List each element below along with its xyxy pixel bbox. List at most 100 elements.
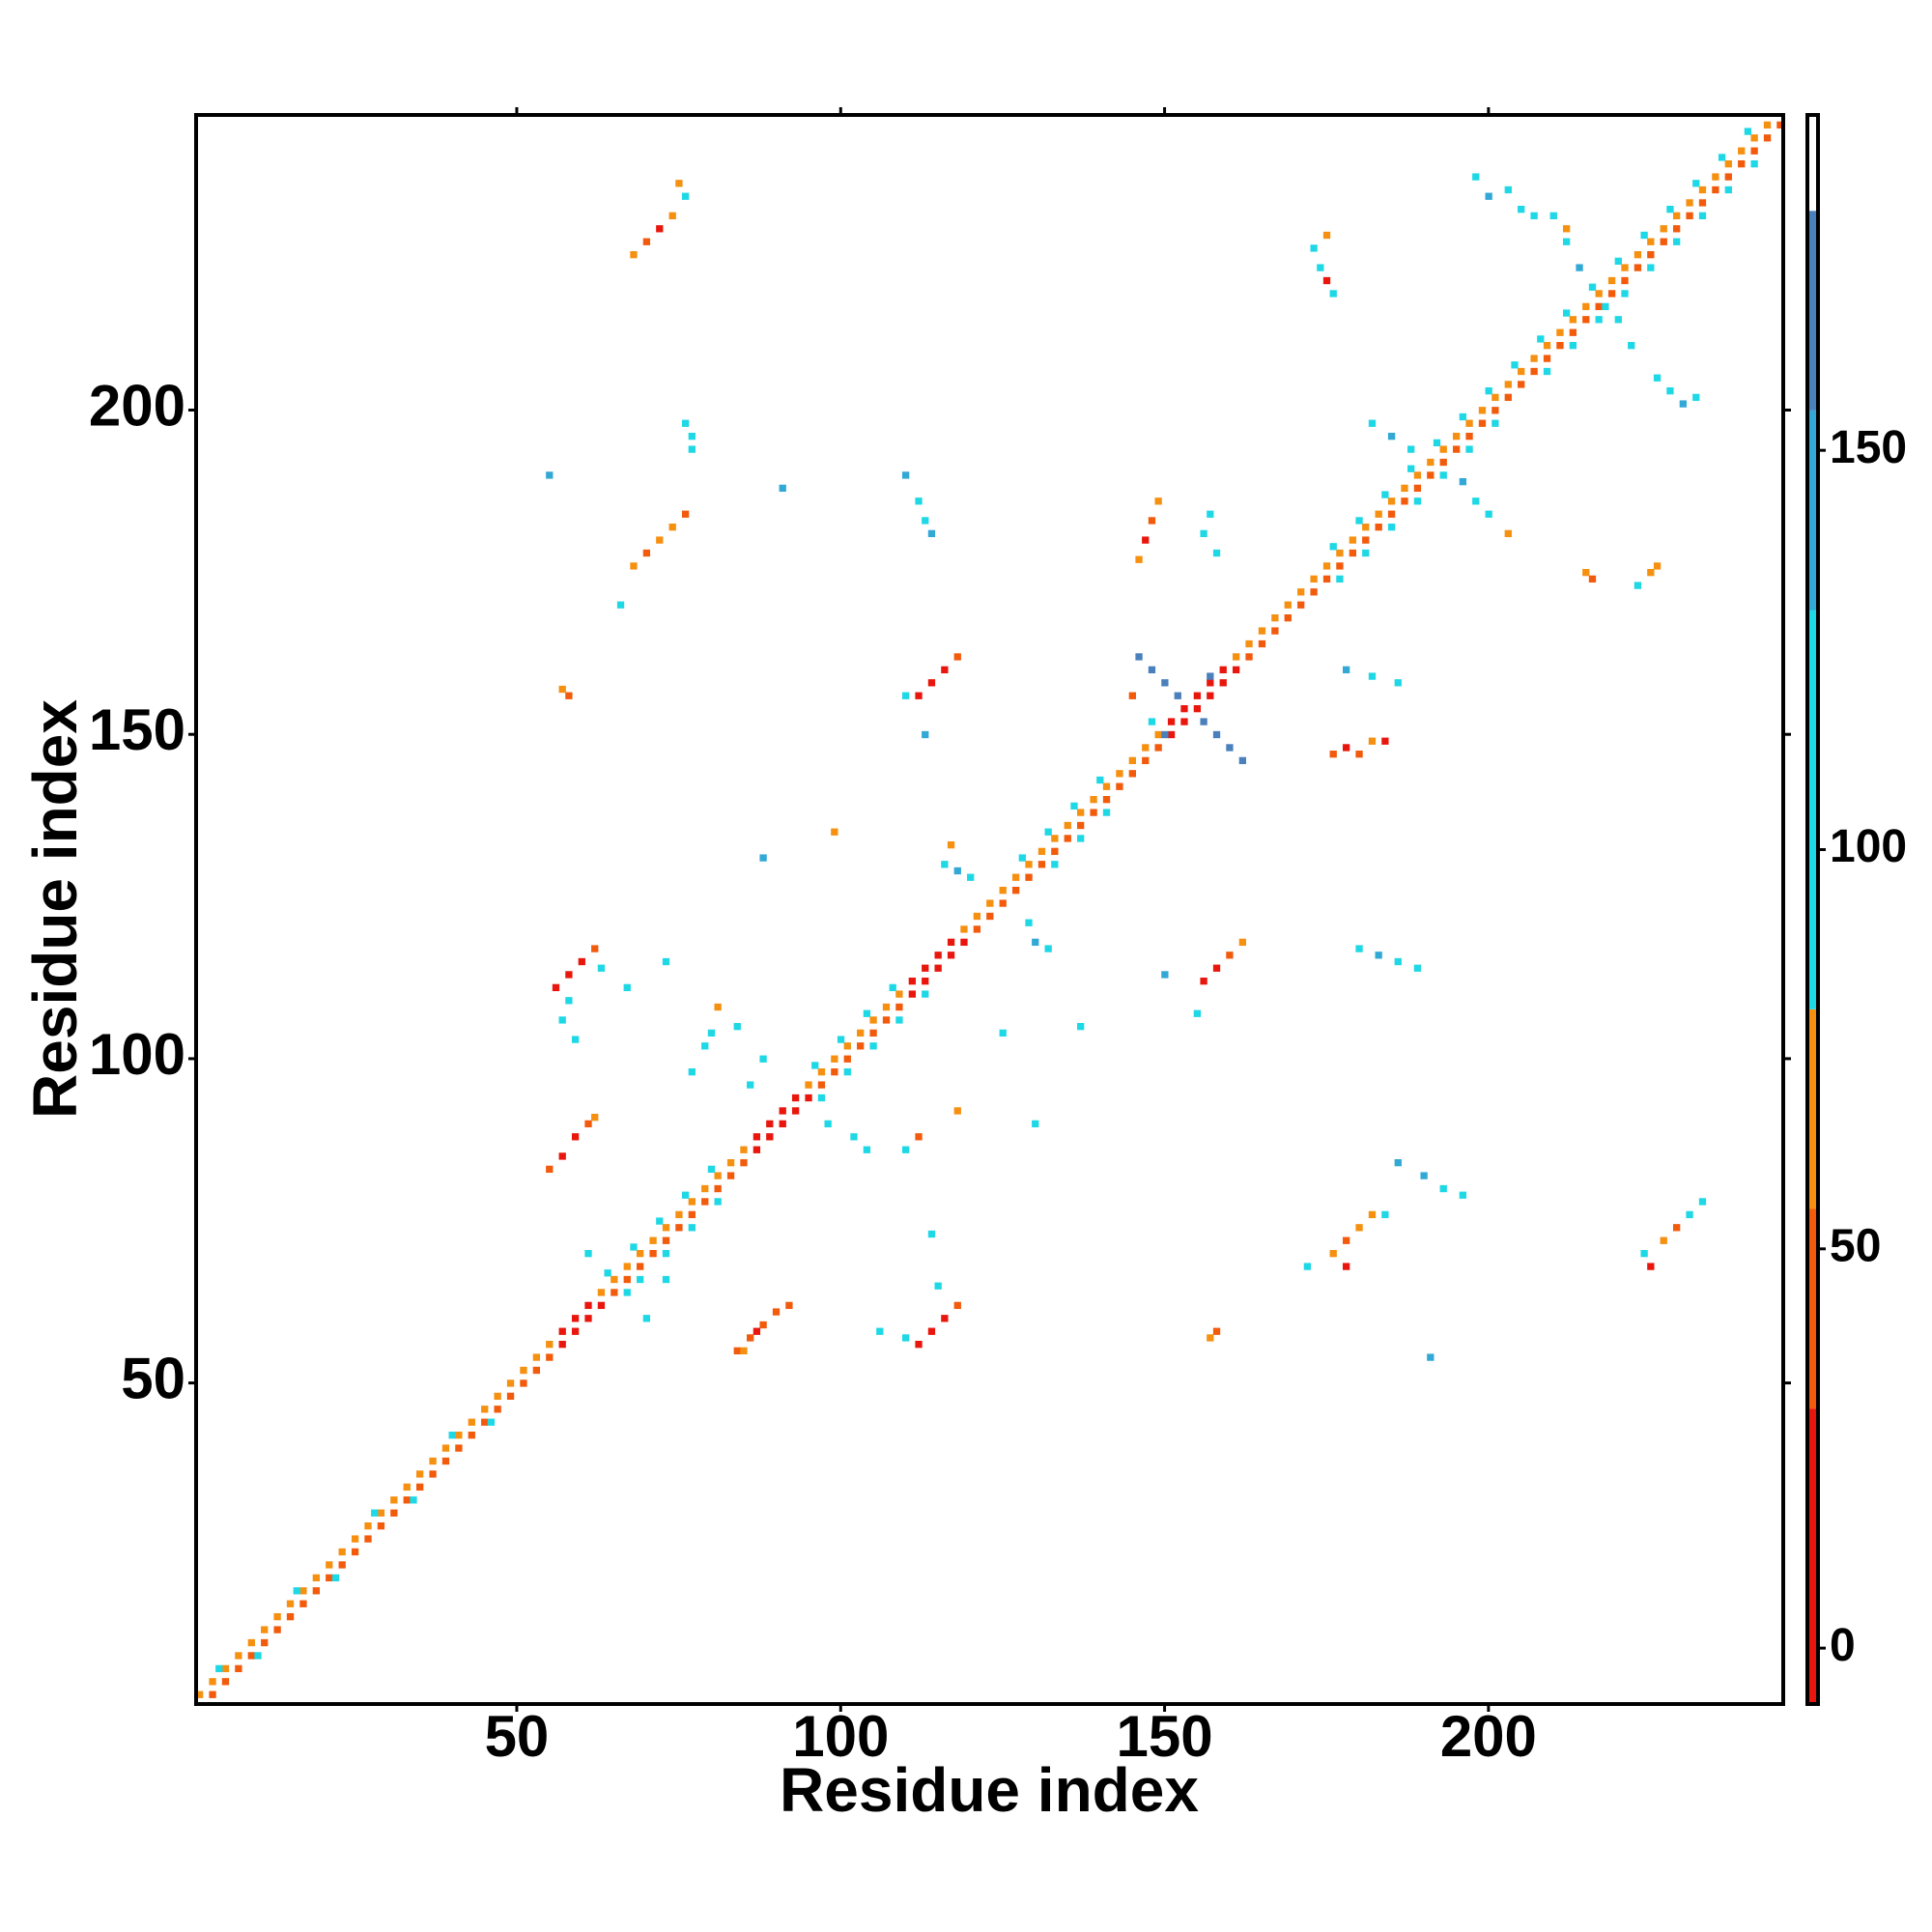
cell (1647, 1263, 1655, 1270)
cell (1142, 536, 1150, 544)
cell (1161, 730, 1169, 739)
cell (675, 1224, 683, 1232)
cell (1258, 639, 1266, 648)
cell (1518, 381, 1525, 388)
cell (1219, 679, 1227, 687)
cell (1452, 445, 1461, 453)
cell (901, 692, 910, 699)
cell (843, 1042, 851, 1050)
cell (1492, 393, 1499, 402)
cell (578, 957, 585, 966)
cell (558, 1327, 566, 1335)
cell (1032, 938, 1039, 947)
cell (1744, 128, 1752, 135)
cell (1044, 828, 1052, 836)
cell (1329, 290, 1337, 298)
cell (1537, 335, 1545, 343)
cell (675, 1210, 683, 1219)
cell (759, 1321, 767, 1329)
cell (1686, 199, 1693, 207)
cell (1543, 342, 1551, 350)
cell (1310, 575, 1318, 583)
cell (714, 1003, 722, 1011)
cell (934, 964, 942, 972)
cell (1420, 1172, 1428, 1179)
cell (1317, 264, 1324, 271)
cell (1686, 1210, 1693, 1219)
cell (1582, 302, 1590, 311)
cell (1200, 718, 1208, 725)
cell (843, 1068, 851, 1076)
cell (999, 887, 1007, 895)
cell (448, 1432, 456, 1439)
cell (915, 1133, 923, 1141)
cell (1562, 225, 1571, 233)
cell (941, 1315, 949, 1322)
cell (221, 1664, 230, 1673)
cell (1763, 121, 1772, 129)
cell (1556, 342, 1564, 350)
cell (1569, 342, 1577, 350)
cell (726, 1159, 735, 1167)
cell (681, 510, 690, 518)
cell (1342, 1236, 1350, 1244)
cell (1368, 737, 1377, 745)
cell (532, 1353, 541, 1361)
y-tick-label: 50 (121, 1346, 185, 1410)
cell (623, 1275, 631, 1284)
cell (1562, 309, 1571, 317)
cell (1368, 419, 1377, 427)
cell (1511, 361, 1519, 369)
cell (1322, 276, 1331, 285)
cell (973, 925, 981, 933)
cell (1070, 802, 1078, 810)
cell (915, 497, 923, 505)
colorbar-tick-label: 100 (1830, 821, 1907, 872)
cell (1051, 835, 1059, 842)
cell (817, 1094, 826, 1102)
cell (649, 1250, 657, 1258)
cell (759, 854, 767, 862)
cell (999, 899, 1007, 907)
cell (1271, 614, 1279, 622)
cell (1634, 264, 1642, 271)
cell (1148, 718, 1156, 725)
cell (597, 1289, 606, 1296)
cell (1724, 173, 1732, 181)
cell (1329, 1250, 1337, 1258)
cell (895, 1003, 903, 1011)
cell (960, 938, 968, 947)
colorbar-segment (1807, 1208, 1818, 1409)
cell (1271, 627, 1279, 635)
cell (1698, 212, 1707, 220)
cell (1647, 264, 1655, 271)
cell (1465, 433, 1473, 440)
cell (1666, 206, 1674, 213)
cell (927, 1230, 936, 1238)
cell (286, 1600, 295, 1607)
cell (869, 1016, 877, 1024)
cell (546, 1341, 554, 1349)
cell (1750, 134, 1758, 142)
cell (390, 1496, 398, 1504)
cell (403, 1483, 411, 1492)
cell (552, 983, 560, 992)
cell (953, 1301, 961, 1310)
cell (1439, 458, 1447, 467)
cell (1595, 302, 1603, 311)
cell (1284, 614, 1292, 622)
cell (235, 1664, 242, 1673)
cell (1226, 744, 1234, 752)
cell (1543, 355, 1551, 362)
cell (1427, 458, 1435, 467)
cell (1077, 821, 1085, 830)
cell (377, 1522, 385, 1530)
cell (1686, 212, 1693, 220)
cell (1381, 1210, 1389, 1219)
cell (623, 1263, 631, 1270)
cell (558, 1016, 566, 1024)
cell (494, 1406, 501, 1413)
cell (604, 1269, 611, 1277)
cell (895, 990, 903, 998)
